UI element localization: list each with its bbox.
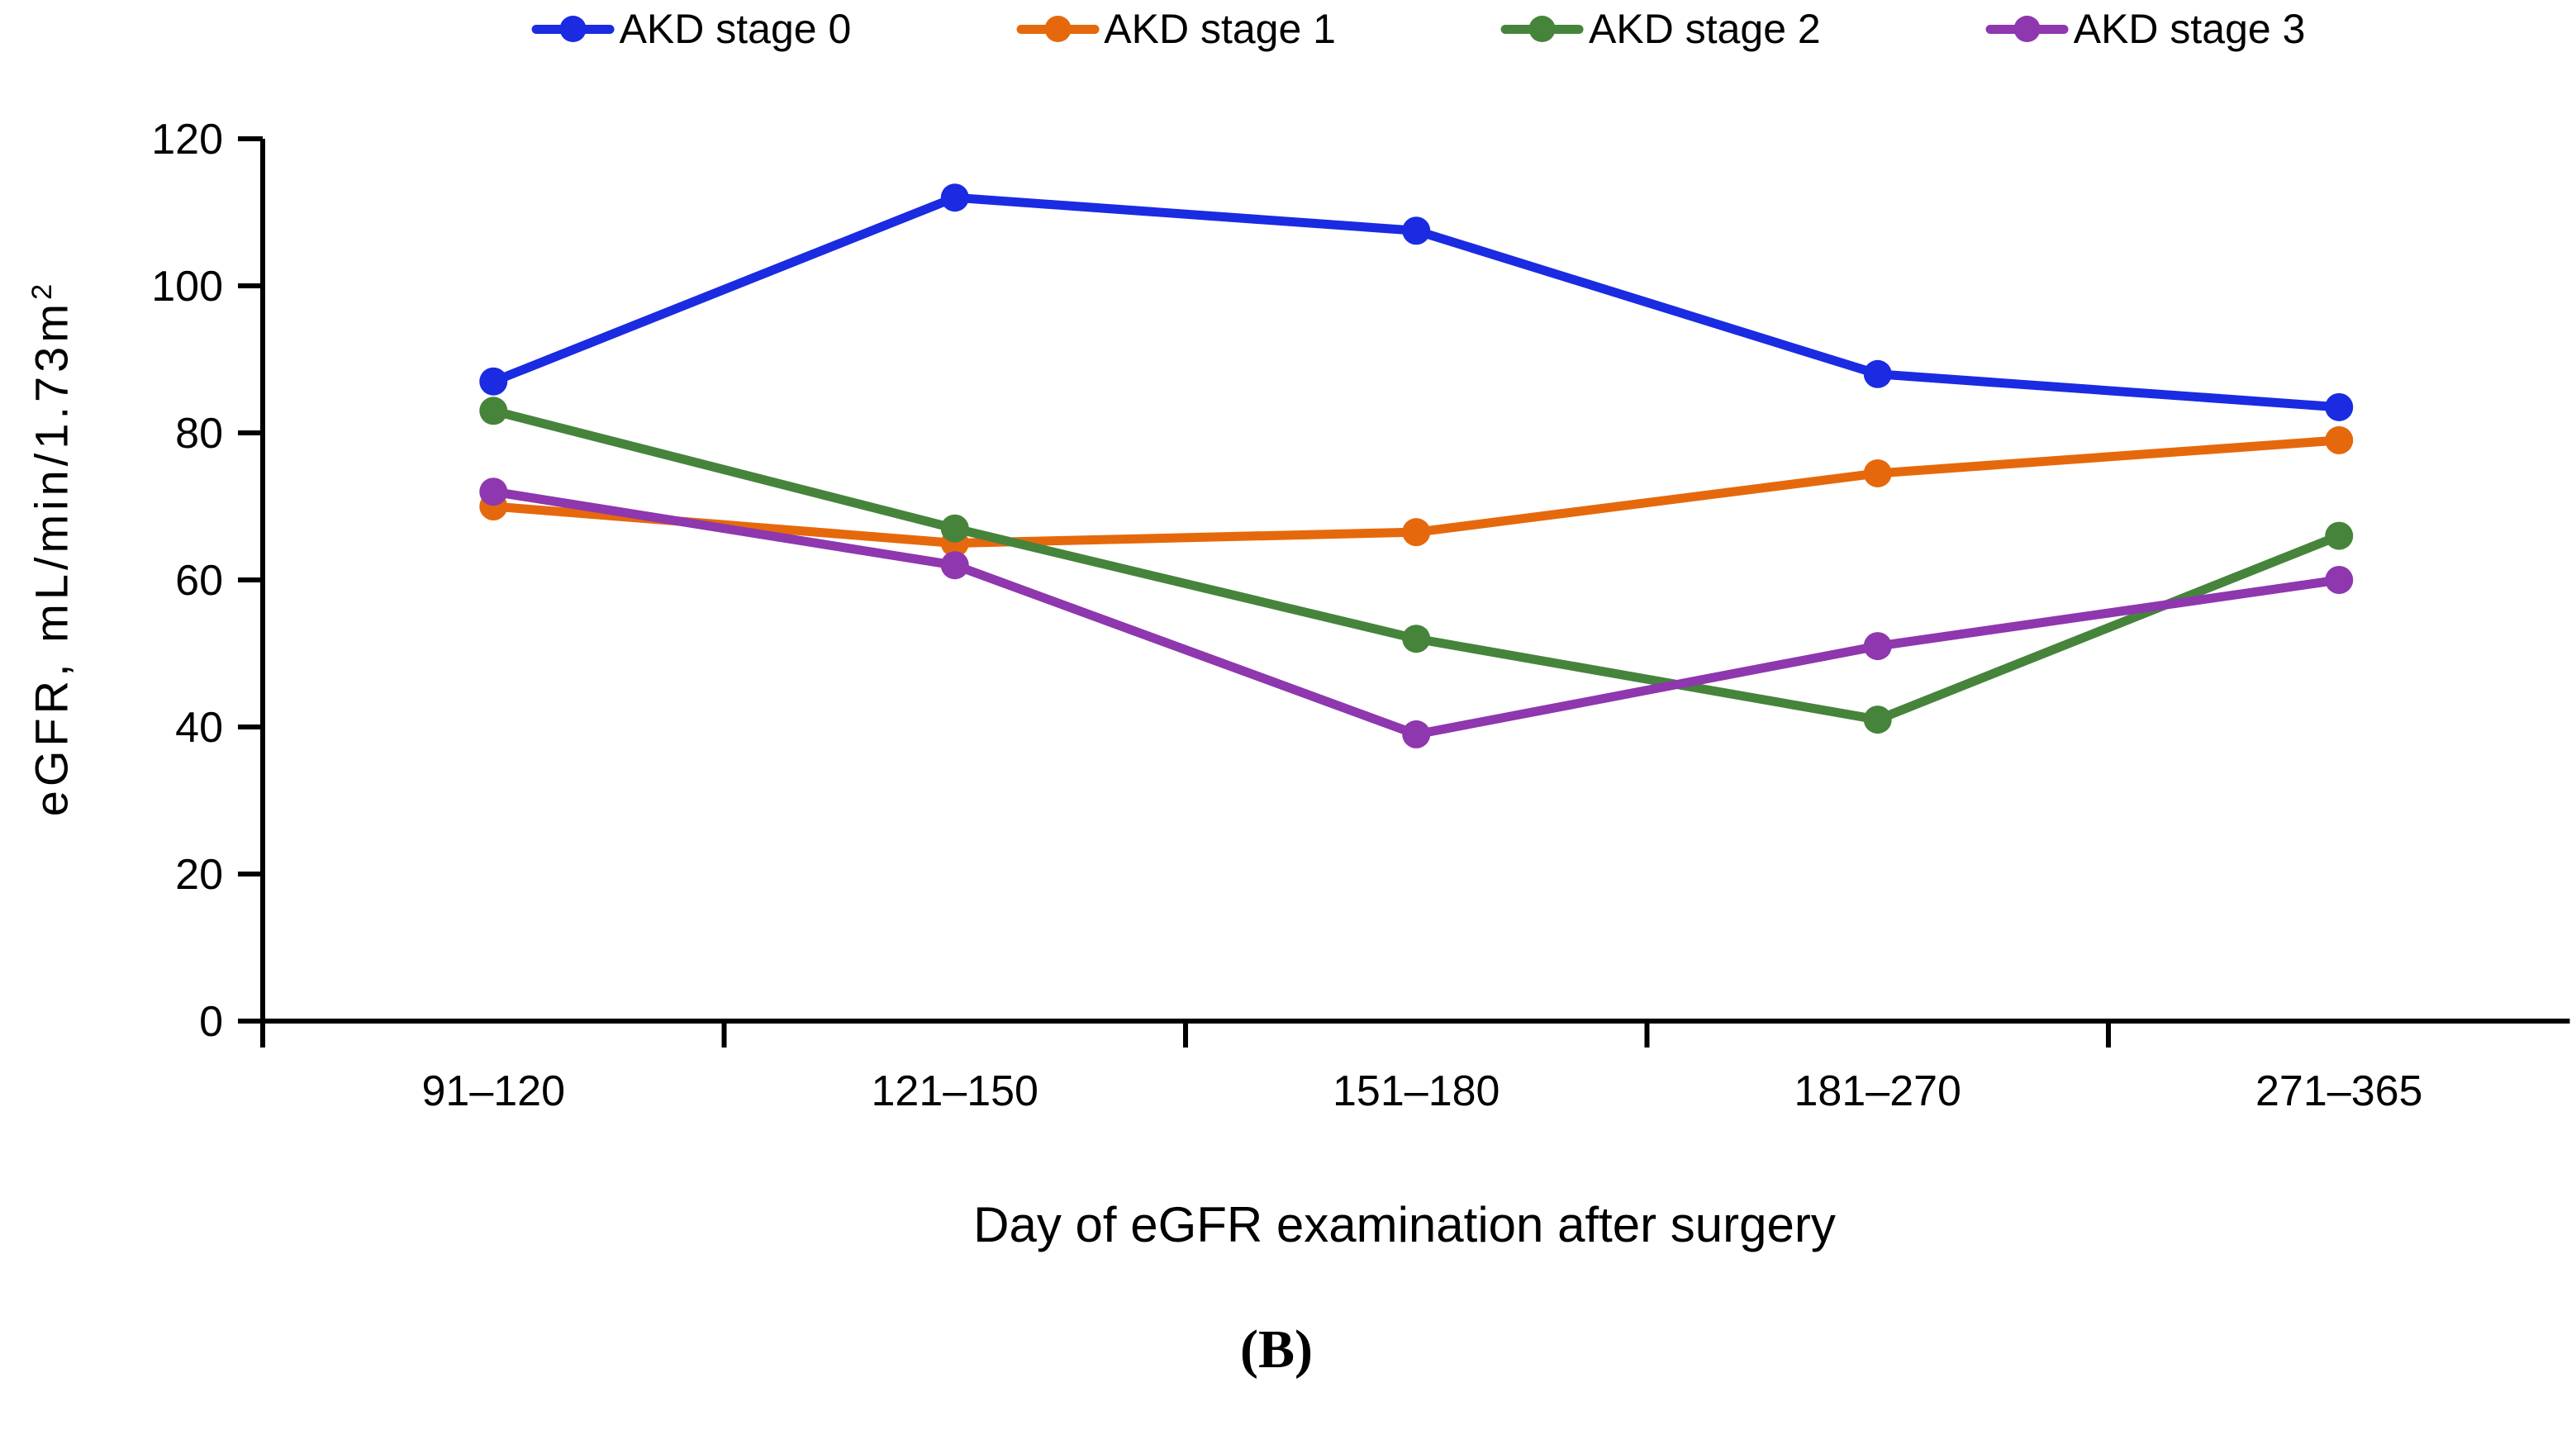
legend-marker-dot	[559, 16, 587, 42]
data-point-marker	[2325, 425, 2354, 454]
legend-label: AKD stage 3	[2073, 6, 2306, 52]
legend-marker-dot	[1044, 16, 1072, 42]
legend-marker-dot	[2013, 16, 2041, 42]
data-point-marker	[479, 397, 508, 425]
data-point-marker	[940, 551, 969, 580]
figure-caption: (B)	[1240, 1319, 1313, 1380]
data-point-marker	[1863, 705, 1892, 734]
data-point-marker	[1863, 359, 1892, 388]
data-point-marker	[1863, 458, 1892, 487]
x-category-label: 151–180	[1333, 1067, 1499, 1115]
data-point-marker	[2325, 521, 2354, 550]
legend-line-marker-icon	[1016, 11, 1100, 47]
x-category-label: 271–365	[2255, 1067, 2422, 1115]
x-category-label: 121–150	[872, 1067, 1038, 1115]
data-point-marker	[1863, 632, 1892, 661]
y-tick-label: 20	[175, 851, 223, 899]
legend-label: AKD stage 0	[619, 6, 852, 52]
data-point-marker	[940, 183, 969, 212]
data-point-marker	[1402, 625, 1431, 653]
legend-item-akd-stage-1: AKD stage 1	[1016, 8, 1336, 50]
series-akd-stage-2	[479, 397, 2354, 734]
legend-line-marker-icon	[531, 11, 615, 47]
legend-line-marker-icon	[1985, 11, 2069, 47]
legend-label: AKD stage 2	[1589, 6, 1821, 52]
data-point-marker	[479, 477, 508, 506]
data-point-marker	[2325, 392, 2354, 421]
y-tick-label: 40	[175, 704, 223, 752]
x-category-label: 181–270	[1794, 1067, 1961, 1115]
legend-item-akd-stage-0: AKD stage 0	[531, 6, 852, 52]
data-point-marker	[1402, 518, 1431, 547]
data-point-marker	[1402, 720, 1431, 748]
legend-marker-dot	[1529, 16, 1556, 42]
legend-line-marker-icon	[1501, 11, 1584, 47]
y-tick-label: 120	[151, 116, 223, 164]
data-point-marker	[940, 514, 969, 543]
y-tick-label: 0	[199, 998, 223, 1046]
series-akd-stage-3	[479, 477, 2354, 748]
legend-item-akd-stage-3: AKD stage 3	[1985, 6, 2306, 52]
x-category-label: 91–120	[421, 1067, 565, 1115]
data-point-marker	[2325, 566, 2354, 594]
legend-label: AKD stage 1	[1104, 6, 1336, 52]
x-axis-title: Day of eGFR examination after surgery	[973, 1197, 1836, 1252]
legend-item-akd-stage-2: AKD stage 2	[1501, 8, 1821, 50]
data-point-marker	[1402, 216, 1431, 245]
chart-legend: AKD stage 0 AKD stage 1 AKD stage 2 AKD sta…	[531, 6, 2306, 52]
y-tick-label: 100	[151, 263, 223, 311]
y-tick-label: 60	[175, 557, 223, 605]
y-tick-label: 80	[175, 410, 223, 458]
data-point-marker	[479, 367, 508, 396]
series-akd-stage-0	[479, 183, 2354, 421]
